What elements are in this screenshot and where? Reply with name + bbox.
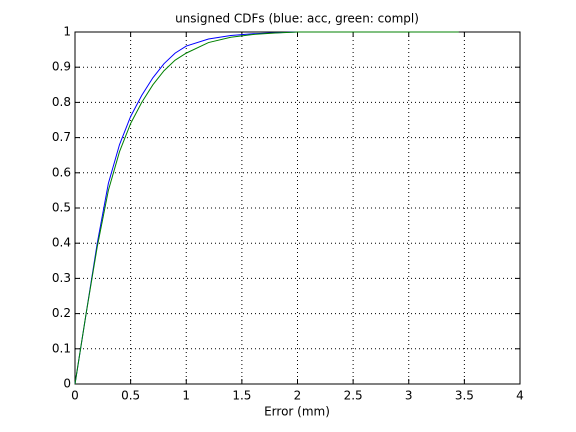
x-tick-label: 2.5 xyxy=(344,389,363,403)
y-tick-label: 0.4 xyxy=(52,236,71,250)
x-axis-label: Error (mm) xyxy=(264,405,330,419)
data-line xyxy=(74,31,309,385)
y-tick-label: 0.7 xyxy=(52,130,71,144)
data-line xyxy=(74,31,459,385)
y-tick-label: 0.6 xyxy=(52,165,71,179)
x-tick-label: 1 xyxy=(182,389,190,403)
x-tick-label: 3.5 xyxy=(455,389,474,403)
y-tick-label: 0.5 xyxy=(52,201,71,215)
x-tick-label: 1.5 xyxy=(232,389,251,403)
x-tick-label: 3 xyxy=(405,389,413,403)
y-tick-label: 0.9 xyxy=(52,60,71,74)
y-tick-label: 0.3 xyxy=(52,271,71,285)
x-tick-label: 4 xyxy=(516,389,524,403)
y-tick-label: 0.2 xyxy=(52,306,71,320)
x-tick-label: 0 xyxy=(71,389,79,403)
chart-title: unsigned CDFs (blue: acc, green: compl) xyxy=(175,12,419,26)
y-tick-label: 1 xyxy=(63,25,71,39)
x-tick-label: 0.5 xyxy=(121,389,140,403)
x-tick-label: 2 xyxy=(294,389,302,403)
y-tick-label: 0 xyxy=(63,377,71,391)
y-tick-label: 0.8 xyxy=(52,95,71,109)
y-tick-label: 0.1 xyxy=(52,341,71,355)
